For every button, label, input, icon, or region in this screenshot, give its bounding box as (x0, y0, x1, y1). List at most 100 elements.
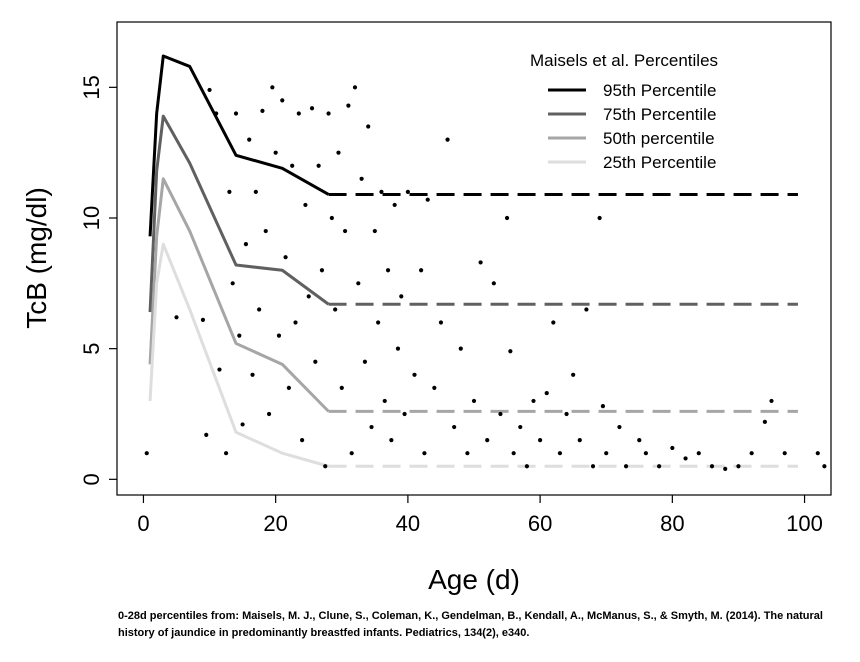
data-point (485, 438, 490, 443)
data-point (438, 320, 444, 325)
legend-label-3: 25th Percentile (603, 153, 716, 172)
data-point (233, 111, 239, 116)
data-point (617, 424, 622, 430)
data-point (319, 268, 325, 273)
data-point (597, 215, 602, 221)
data-point (243, 242, 249, 247)
data-point (405, 189, 410, 194)
legend-label-0: 95th Percentile (603, 81, 716, 100)
data-point (204, 432, 209, 437)
data-point (309, 106, 315, 111)
y-tick-label-3: 15 (79, 75, 104, 99)
data-point (402, 411, 407, 417)
plot-frame (116, 21, 832, 496)
data-point (432, 385, 437, 390)
data-point (230, 281, 235, 286)
data-point (769, 398, 774, 404)
data-point (227, 189, 232, 194)
data-point (452, 424, 457, 430)
data-point (273, 150, 278, 155)
data-point (524, 464, 529, 469)
data-point (643, 451, 648, 456)
citation-caption: 0-28d percentiles from: Maisels, M. J., … (118, 610, 823, 639)
data-point (207, 87, 212, 93)
x-tick-label-1: 20 (263, 511, 287, 536)
percentile-line-2 (148, 177, 330, 413)
scatter-chart: 0 20 40 60 80 100 0 5 10 15 Maisels et al. Percen… (21, 21, 832, 595)
data-point (782, 451, 787, 456)
data-point (657, 464, 662, 469)
data-point (736, 464, 741, 469)
data-point (389, 438, 394, 443)
data-point (250, 372, 255, 377)
data-point (564, 411, 569, 417)
data-point (276, 333, 282, 338)
percentile-line-1 (148, 114, 330, 313)
data-point (174, 315, 179, 320)
data-point (326, 111, 331, 116)
data-point (342, 228, 348, 234)
data-point (670, 445, 675, 451)
data-point (346, 103, 351, 108)
x-tick-label-0: 0 (137, 511, 149, 536)
data-point (352, 85, 358, 90)
data-point (263, 228, 268, 234)
legend-title: Maisels et al. Percentiles (530, 51, 718, 70)
data-point (577, 438, 582, 443)
x-tick-label-2: 40 (396, 511, 420, 536)
data-point (571, 372, 576, 377)
x-tick-label-3: 60 (528, 511, 552, 536)
legend-label-1: 75th Percentile (603, 105, 716, 124)
data-point (214, 111, 219, 116)
data-point (329, 215, 334, 221)
data-point (458, 346, 463, 351)
data-point (584, 307, 589, 312)
legend-label-2: 50th percentile (603, 129, 715, 148)
data-point (280, 98, 285, 103)
data-point (399, 294, 404, 299)
percentile-line-3 (148, 242, 329, 468)
data-point (822, 464, 827, 469)
data-point (385, 268, 391, 273)
data-point (709, 464, 715, 469)
data-point (392, 202, 397, 208)
data-point (200, 317, 206, 323)
data-point (260, 108, 265, 113)
data-point (504, 215, 510, 221)
data-point (723, 466, 728, 471)
data-point (412, 372, 417, 377)
data-point (237, 333, 242, 338)
data-point (600, 404, 606, 409)
data-point (491, 281, 496, 286)
data-point (557, 451, 563, 456)
data-point (240, 422, 245, 427)
data-point (498, 411, 503, 417)
data-point (637, 438, 642, 443)
percentile-line-0 (148, 54, 330, 237)
data-point (296, 111, 301, 116)
y-tick-label-2: 10 (79, 206, 104, 230)
data-point (349, 451, 354, 456)
data-point (604, 451, 609, 456)
x-tick-label-5: 100 (786, 511, 823, 536)
y-tick-label-1: 5 (79, 343, 104, 355)
y-tick-label-0: 0 (79, 473, 104, 485)
data-point (395, 346, 401, 351)
data-point (762, 419, 767, 424)
data-point (293, 320, 298, 325)
data-point (257, 307, 262, 312)
data-point (266, 411, 272, 417)
data-point (683, 456, 688, 461)
data-point (356, 281, 361, 286)
data-point (531, 398, 536, 404)
data-point (313, 359, 318, 364)
data-point (283, 255, 288, 260)
data-point (366, 124, 371, 129)
data-point (306, 294, 311, 299)
data-point (359, 176, 364, 181)
data-point (379, 189, 384, 194)
x-axis-title: Age (d) (428, 564, 520, 595)
data-point (372, 228, 377, 234)
data-point (316, 163, 321, 168)
data-point (339, 385, 344, 390)
